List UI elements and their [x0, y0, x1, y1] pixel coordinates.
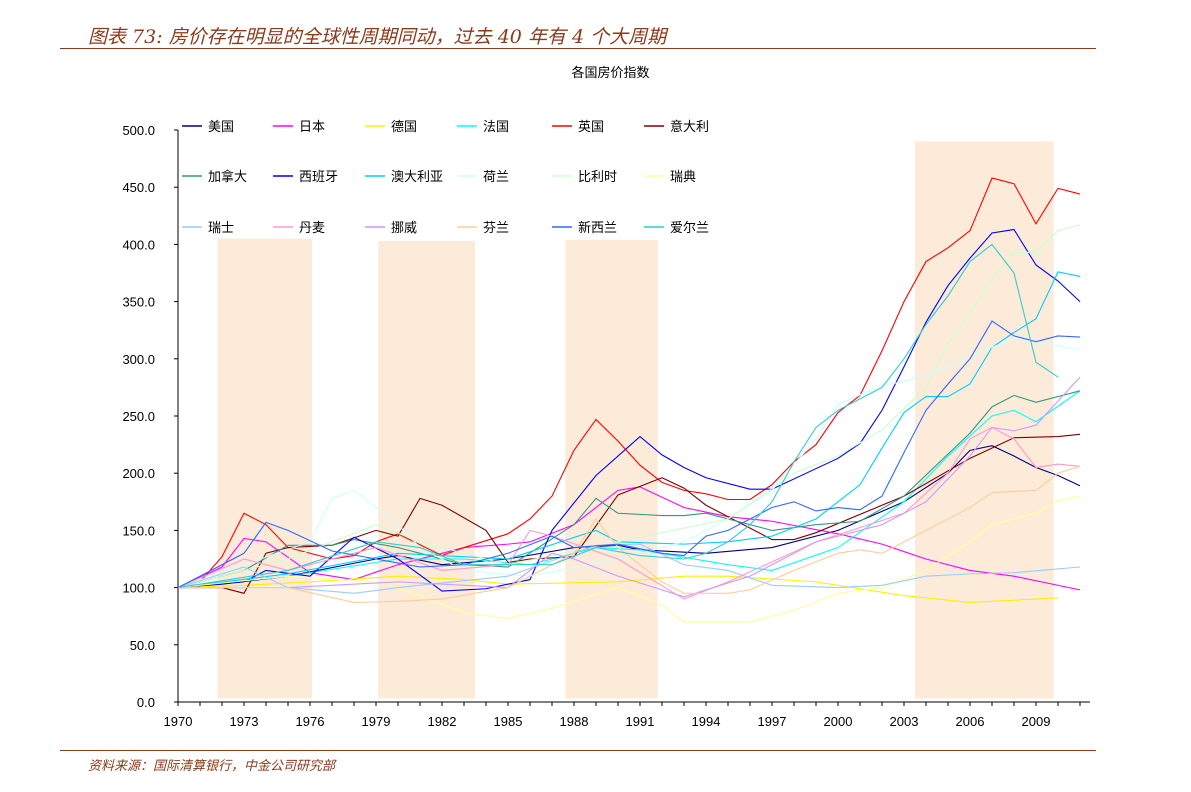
- series-法国: [177, 390, 1081, 589]
- x-tick-label: 2009: [1022, 714, 1051, 729]
- legend-label: 澳大利亚: [391, 169, 443, 185]
- figure-title: 图表 73: 房价存在明显的全球性周期同动，过去 40 年有 4 个大周期: [88, 26, 667, 48]
- legend-label: 美国: [208, 120, 234, 135]
- series-line: [177, 224, 1081, 589]
- x-tick-label: 1982: [428, 714, 457, 729]
- x-tick-label: 2003: [890, 714, 919, 729]
- series-澳大利亚: [177, 271, 1081, 589]
- legend-label: 加拿大: [208, 169, 247, 185]
- series-line: [177, 271, 1081, 589]
- x-tick-label: 1973: [230, 714, 259, 729]
- x-tick-label: 1985: [494, 714, 523, 729]
- y-tick-label: 0.0: [137, 695, 155, 710]
- cycle-shade: [378, 240, 475, 699]
- x-tick-label: 1994: [692, 714, 721, 729]
- x-tick-label: 1970: [164, 714, 193, 729]
- series-芬兰: [178, 465, 1081, 604]
- legend-label: 瑞典: [670, 170, 696, 185]
- series-line: [177, 495, 1081, 623]
- source-note: 资料来源：国际清算银行，中金公司研究部: [88, 759, 336, 774]
- series-新西兰: [177, 320, 1081, 589]
- legend-label: 日本: [299, 120, 325, 135]
- series-line: [177, 177, 1081, 589]
- legend-label: 芬兰: [483, 221, 509, 236]
- series-挪威: [178, 376, 1081, 598]
- x-tick-label: 2006: [956, 714, 985, 729]
- y-tick-label: 450.0: [122, 180, 155, 195]
- legend-label: 德国: [391, 120, 417, 135]
- series-瑞士: [177, 543, 1081, 594]
- x-tick-label: 1988: [560, 714, 589, 729]
- series-line: [178, 465, 1081, 604]
- series-line: [177, 543, 1081, 594]
- legend-label: 挪威: [391, 221, 417, 236]
- y-tick-label: 200.0: [122, 466, 155, 481]
- legend-label: 瑞士: [208, 221, 234, 236]
- legend-label: 比利时: [578, 170, 617, 185]
- y-tick-label: 300.0: [122, 352, 155, 367]
- legend-label: 英国: [578, 120, 604, 135]
- legend-label: 荷兰: [483, 170, 509, 185]
- x-tick-label: 1976: [296, 714, 325, 729]
- series-英国: [177, 177, 1081, 589]
- series-比利时: [177, 224, 1081, 589]
- series-line: [177, 320, 1081, 589]
- y-tick-label: 50.0: [130, 638, 155, 653]
- y-tick-label: 500.0: [122, 123, 155, 138]
- footer-rule: [60, 750, 1096, 751]
- x-tick-label: 1991: [626, 714, 655, 729]
- series-加拿大: [177, 390, 1081, 589]
- cycle-shade: [915, 141, 1054, 699]
- legend-label: 爱尔兰: [670, 221, 709, 236]
- series-line: [178, 376, 1081, 598]
- legend-label: 意大利: [670, 119, 709, 135]
- x-tick-label: 2000: [824, 714, 853, 729]
- legend-label: 新西兰: [578, 220, 617, 236]
- y-tick-label: 350.0: [122, 295, 155, 310]
- x-tick-label: 1997: [758, 714, 787, 729]
- series-line: [177, 390, 1081, 589]
- series-西班牙: [177, 228, 1081, 592]
- title-rule: [60, 48, 1096, 49]
- series-line: [177, 243, 1059, 589]
- y-tick-label: 150.0: [122, 523, 155, 538]
- y-tick-label: 400.0: [122, 237, 155, 252]
- series-瑞典: [177, 495, 1081, 623]
- series-line: [177, 228, 1081, 592]
- series-line: [177, 486, 1081, 591]
- series-爱尔兰: [177, 243, 1059, 589]
- legend-label: 法国: [483, 120, 509, 135]
- series-荷兰: [177, 337, 1081, 589]
- legend-label: 丹麦: [299, 221, 325, 236]
- y-tick-label: 100.0: [122, 581, 155, 596]
- series-日本: [177, 486, 1081, 591]
- legend-label: 西班牙: [299, 170, 338, 185]
- series-line: [177, 337, 1081, 589]
- y-tick-label: 250.0: [122, 409, 155, 424]
- series-line: [177, 390, 1081, 589]
- cycle-shade: [565, 239, 658, 699]
- chart-title: 各国房价指数: [571, 66, 650, 81]
- cycle-shade: [217, 238, 313, 699]
- x-tick-label: 1979: [362, 714, 391, 729]
